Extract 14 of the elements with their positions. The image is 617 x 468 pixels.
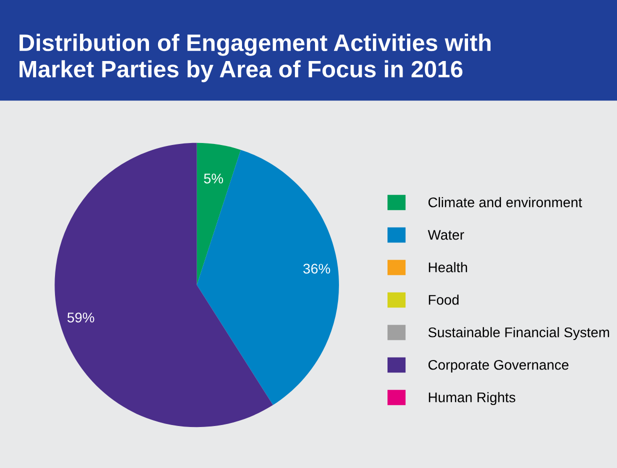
legend-label: Corporate Governance <box>428 360 568 373</box>
chart-title: Distribution of Engagement Activities with Market Parties by Area of Focus in 2016 <box>20 34 491 82</box>
pie-slice <box>196 150 339 406</box>
legend-label: Health <box>428 262 468 272</box>
legend-label: Sustainable Financial System <box>428 327 610 340</box>
legend-label: Food <box>428 294 459 305</box>
data-label: 5% <box>204 174 224 184</box>
data-label: 59% <box>67 312 94 322</box>
data-label: 36% <box>303 264 330 274</box>
legend-label: Water <box>428 230 464 240</box>
legend-label: Climate and environment <box>428 197 582 208</box>
legend-label: Human Rights <box>428 392 516 406</box>
pie-slice <box>54 142 273 428</box>
pie-slice <box>196 142 241 286</box>
